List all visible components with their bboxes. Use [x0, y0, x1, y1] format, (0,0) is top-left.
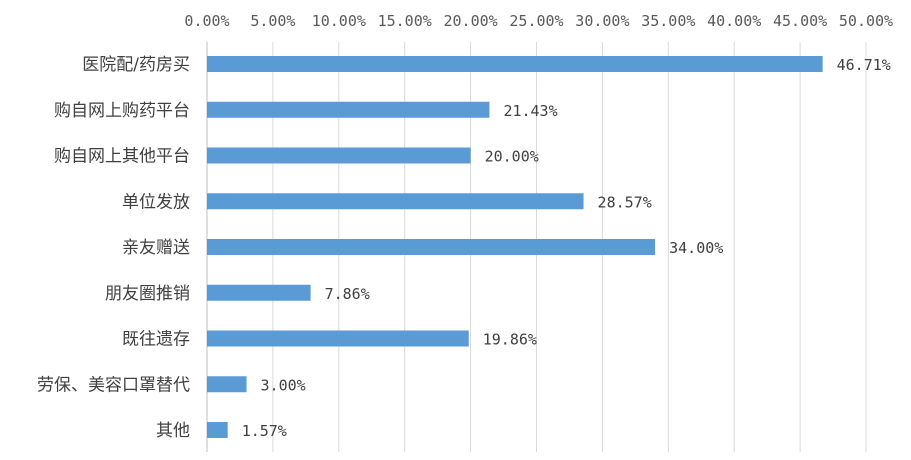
x-tick-label: 5.00% — [250, 12, 295, 30]
data-label: 19.86% — [483, 331, 537, 349]
x-tick-label: 15.00% — [378, 12, 432, 30]
bar — [207, 284, 311, 301]
category-label: 既往遗存 — [122, 330, 190, 350]
category-label: 单位发放 — [122, 192, 190, 212]
category-label: 其他 — [156, 421, 190, 441]
x-tick-label: 40.00% — [707, 12, 761, 30]
data-label: 7.86% — [325, 285, 370, 303]
bars — [207, 56, 823, 438]
bar — [207, 376, 247, 393]
bar — [207, 101, 490, 118]
data-label: 1.57% — [242, 422, 287, 440]
x-tick-label: 30.00% — [575, 12, 629, 30]
data-label: 34.00% — [669, 239, 723, 257]
x-tick-label: 45.00% — [773, 12, 827, 30]
bar — [207, 56, 823, 72]
bar — [207, 147, 471, 164]
data-label: 46.71% — [837, 56, 891, 74]
x-tick-label: 50.00% — [839, 12, 893, 30]
bar — [207, 330, 469, 347]
category-label: 劳保、美容口罩替代 — [37, 375, 190, 395]
category-label: 购自网上购药平台 — [54, 101, 190, 121]
data-label: 3.00% — [261, 376, 306, 394]
x-axis-ticks: 0.00% 5.00% 10.00% 15.00% 20.00% 25.00% 30.00%… — [184, 12, 893, 30]
data-label: 20.00% — [485, 148, 539, 166]
x-tick-label: 35.00% — [641, 12, 695, 30]
category-label: 朋友圈推销 — [105, 284, 190, 304]
category-label: 购自网上其他平台 — [54, 147, 190, 167]
data-labels: 46.71% 21.43% 20.00% 28.57% 34.00% 7.86% 19.86… — [242, 56, 891, 440]
bar — [207, 193, 584, 210]
x-tick-label: 0.00% — [184, 12, 229, 30]
category-label: 亲友赠送 — [122, 238, 190, 258]
data-label: 28.57% — [598, 193, 652, 211]
bar — [207, 422, 228, 438]
x-tick-label: 25.00% — [509, 12, 563, 30]
x-tick-label: 20.00% — [444, 12, 498, 30]
category-label: 医院配/药房买 — [82, 55, 190, 75]
category-labels: 医院配/药房买购自网上购药平台购自网上其他平台单位发放亲友赠送朋友圈推销既往遗存… — [37, 55, 190, 441]
data-label: 21.43% — [503, 102, 557, 120]
x-tick-label: 10.00% — [312, 12, 366, 30]
bar — [207, 239, 656, 255]
